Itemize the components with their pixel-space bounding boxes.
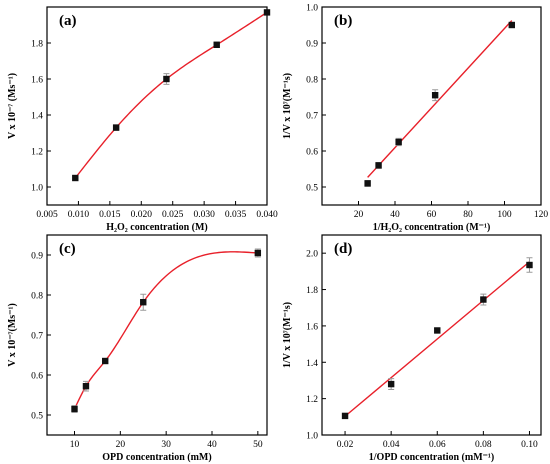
x-tick-label: 120 bbox=[534, 210, 549, 220]
x-tick-label: 60 bbox=[427, 210, 437, 220]
data-point bbox=[395, 138, 402, 146]
x-tick-label: 100 bbox=[497, 210, 512, 220]
y-tick-label: 1.4 bbox=[306, 359, 318, 369]
y-tick-label: 1.8 bbox=[31, 40, 43, 50]
y-tick-label: 1.0 bbox=[31, 184, 43, 194]
plot-frame bbox=[46, 6, 268, 206]
panel-a: 0.005 0.010 0.015 0.020 0.025 0.030 0.035 0.040… bbox=[7, 6, 278, 233]
y-axis-label: V x 10⁻⁷ (Ms⁻¹) bbox=[7, 73, 18, 139]
data-point bbox=[508, 21, 515, 29]
y-tick-label: 1.2 bbox=[31, 148, 43, 158]
y-tick-label: 1.6 bbox=[31, 76, 43, 86]
data-point bbox=[375, 162, 382, 169]
data-point bbox=[364, 180, 371, 187]
data-point bbox=[387, 380, 395, 388]
fit-line bbox=[367, 20, 513, 178]
data-point bbox=[71, 405, 78, 413]
fit-line bbox=[74, 11, 268, 179]
data-point bbox=[102, 357, 109, 365]
x-tick-label: 0.02 bbox=[337, 440, 354, 450]
x-tick-label: 40 bbox=[390, 210, 400, 220]
x-tick-label: 0.10 bbox=[521, 440, 538, 450]
y-axis-label: V x 10⁻⁷(Ms⁻¹) bbox=[7, 303, 18, 367]
panel-label: (c) bbox=[59, 241, 76, 257]
x-tick-label: 0.020 bbox=[131, 210, 153, 220]
y-tick-label: 0.8 bbox=[31, 292, 43, 302]
x-tick-label: 0.040 bbox=[256, 210, 278, 220]
y-tick-label: 1.4 bbox=[31, 112, 43, 122]
y-tick-label: 2.0 bbox=[306, 250, 318, 260]
fit-line bbox=[344, 261, 530, 417]
y-axis-label: 1/V x 10⁷(M⁻¹s) bbox=[282, 302, 293, 368]
y-tick-label: 1.8 bbox=[306, 286, 318, 296]
x-tick-label: 0.035 bbox=[225, 210, 247, 220]
y-axis-label: 1/V x 10⁷(M⁻¹s) bbox=[282, 73, 293, 139]
data-point bbox=[254, 249, 262, 257]
y-tick-label: 0.6 bbox=[31, 372, 43, 382]
data-point bbox=[526, 261, 533, 269]
data-point bbox=[72, 174, 79, 182]
y-tick-label: 1.0 bbox=[306, 4, 318, 14]
panel-b: 20 40 60 80 100 120 0.5 0.6 0.7 0.8 0.9 1.0 1/H₂O₂ c… bbox=[282, 4, 548, 234]
x-axis-label: 1/OPD concentration (mM⁻¹) bbox=[369, 452, 494, 463]
data-point bbox=[140, 299, 147, 306]
x-tick-label: 50 bbox=[253, 440, 263, 450]
panel-c: 10 20 30 40 50 0.5 0.6 0.7 0.8 0.9 OPD concentrati… bbox=[7, 234, 268, 463]
y-tick-label: 1.6 bbox=[306, 322, 318, 332]
x-tick-label: 80 bbox=[463, 210, 473, 220]
x-tick-label: 0.030 bbox=[193, 210, 215, 220]
y-tick-label: 0.5 bbox=[306, 184, 318, 194]
panel-label: (a) bbox=[59, 13, 77, 29]
data-point bbox=[82, 383, 90, 390]
y-tick-label: 0.7 bbox=[306, 112, 318, 122]
x-tick-label: 20 bbox=[116, 440, 126, 450]
data-point bbox=[213, 41, 220, 48]
data-point bbox=[341, 412, 349, 420]
y-tick-label: 0.9 bbox=[31, 252, 43, 262]
plot-frame bbox=[321, 234, 542, 436]
plot-frame bbox=[46, 234, 268, 436]
panel-d: 0.02 0.04 0.06 0.08 0.10 1.0 1.2 1.4 1.6 1.8 2.0 1/… bbox=[282, 234, 542, 463]
x-tick-label: 0.08 bbox=[475, 440, 492, 450]
y-tick-label: 0.5 bbox=[31, 412, 43, 422]
x-tick-label: 0.04 bbox=[383, 440, 400, 450]
x-tick-label: 10 bbox=[70, 440, 80, 450]
data-point bbox=[434, 327, 441, 334]
x-tick-label: 0.06 bbox=[429, 440, 446, 450]
x-tick-label: 20 bbox=[354, 210, 364, 220]
x-axis-label: H₂O₂ concentration (M) bbox=[106, 222, 208, 233]
data-point bbox=[163, 75, 170, 83]
panel-label: (d) bbox=[334, 241, 352, 257]
y-tick-label: 1.0 bbox=[306, 432, 318, 442]
data-point bbox=[263, 9, 271, 16]
plot-frame bbox=[321, 6, 542, 206]
x-tick-label: 0.010 bbox=[68, 210, 90, 220]
y-tick-label: 0.6 bbox=[306, 148, 318, 158]
y-tick-label: 0.8 bbox=[306, 76, 318, 86]
data-point bbox=[431, 92, 439, 99]
data-point bbox=[480, 296, 487, 303]
panel-label: (b) bbox=[334, 13, 352, 29]
x-tick-label: 0.015 bbox=[99, 210, 121, 220]
y-tick-label: 1.2 bbox=[306, 395, 318, 405]
x-axis-label: OPD concentration (mM) bbox=[102, 452, 211, 463]
y-tick-label: 0.7 bbox=[31, 332, 43, 342]
data-point bbox=[112, 124, 120, 131]
x-tick-label: 0.025 bbox=[162, 210, 184, 220]
fit-line bbox=[73, 251, 258, 410]
x-tick-label: 40 bbox=[207, 440, 217, 450]
x-tick-label: 0.005 bbox=[36, 210, 58, 220]
y-tick-label: 0.9 bbox=[306, 40, 318, 50]
x-tick-label: 30 bbox=[161, 440, 171, 450]
x-axis-label: 1/H₂O₂ concentration (M⁻¹) bbox=[373, 222, 491, 233]
